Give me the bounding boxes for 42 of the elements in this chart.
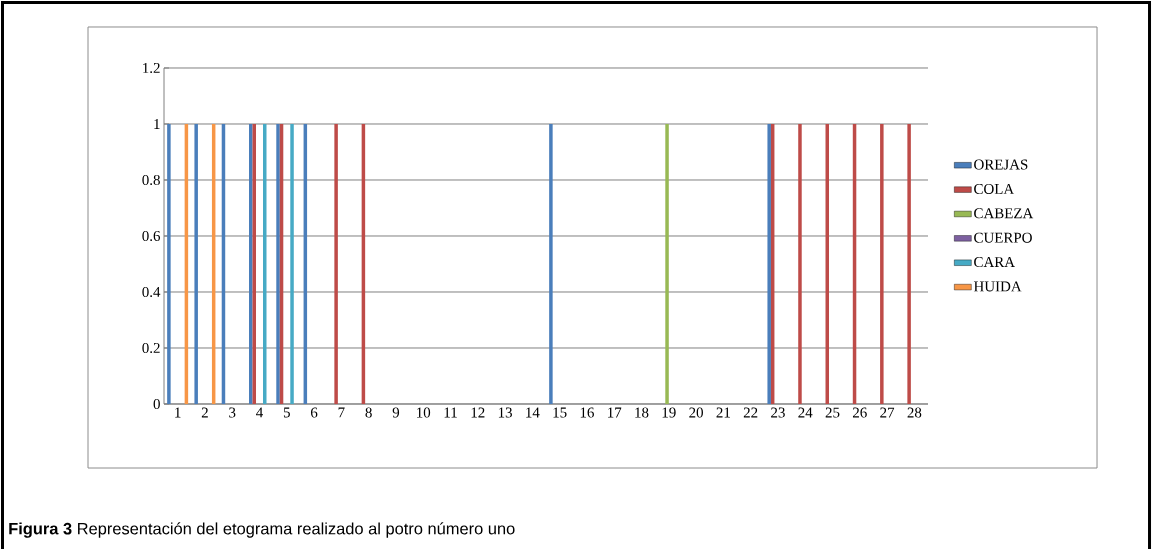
y-tick-label: 0 — [153, 398, 160, 410]
legend-label: CARA — [974, 257, 1015, 268]
legend-label: CABEZA — [974, 208, 1034, 219]
text: Figura 3 Representación del etograma realizado al potro número uno — [9, 522, 515, 538]
x-tick-label: 7 — [338, 407, 345, 418]
x-tick-label: 22 — [743, 407, 758, 418]
legend-label: OREJAS — [974, 159, 1028, 170]
legend-label: CUERPO — [974, 232, 1032, 243]
x-tick-label: 25 — [825, 407, 840, 418]
x-tick-label: 13 — [498, 407, 512, 418]
x-tick-label: 5 — [283, 407, 290, 418]
legend-label: HUIDA — [973, 281, 1022, 292]
x-tick-label: 15 — [553, 407, 567, 418]
legend-label: COLA — [974, 183, 1015, 194]
x-tick-label: 9 — [392, 407, 400, 418]
y-tick-label: 0.6 — [142, 230, 161, 242]
x-tick-label: 28 — [907, 407, 922, 418]
x-tick-label: 21 — [716, 407, 730, 418]
y-tick-label: 1.2 — [143, 62, 160, 74]
x-tick-label: 19 — [662, 407, 676, 418]
x-tick-label: 16 — [580, 407, 594, 418]
x-tick-label: 8 — [365, 407, 372, 418]
y-tick-label: 1 — [154, 119, 160, 129]
y-tick-label: 0.2 — [142, 342, 160, 354]
x-tick-label: 1 — [175, 407, 181, 418]
x-tick-label: 17 — [608, 407, 622, 418]
x-tick-label: 26 — [852, 407, 867, 418]
x-tick-label: 24 — [798, 407, 813, 418]
x-tick-label: 4 — [256, 407, 263, 418]
y-tick-label: 0.8 — [142, 174, 160, 186]
x-tick-label: 27 — [880, 407, 895, 418]
x-tick-label: 12 — [471, 407, 485, 418]
x-tick-label: 14 — [526, 407, 540, 418]
x-tick-label: 10 — [417, 407, 431, 418]
x-tick-label: 6 — [310, 407, 318, 418]
y-tick-label: 0.4 — [142, 286, 161, 298]
x-tick-label: 23 — [771, 407, 785, 418]
x-tick-label: 20 — [689, 407, 703, 418]
x-tick-label: 11 — [444, 407, 457, 418]
x-tick-label: 2 — [201, 407, 208, 418]
x-tick-label: 3 — [229, 407, 236, 418]
x-tick-label: 18 — [635, 407, 649, 418]
